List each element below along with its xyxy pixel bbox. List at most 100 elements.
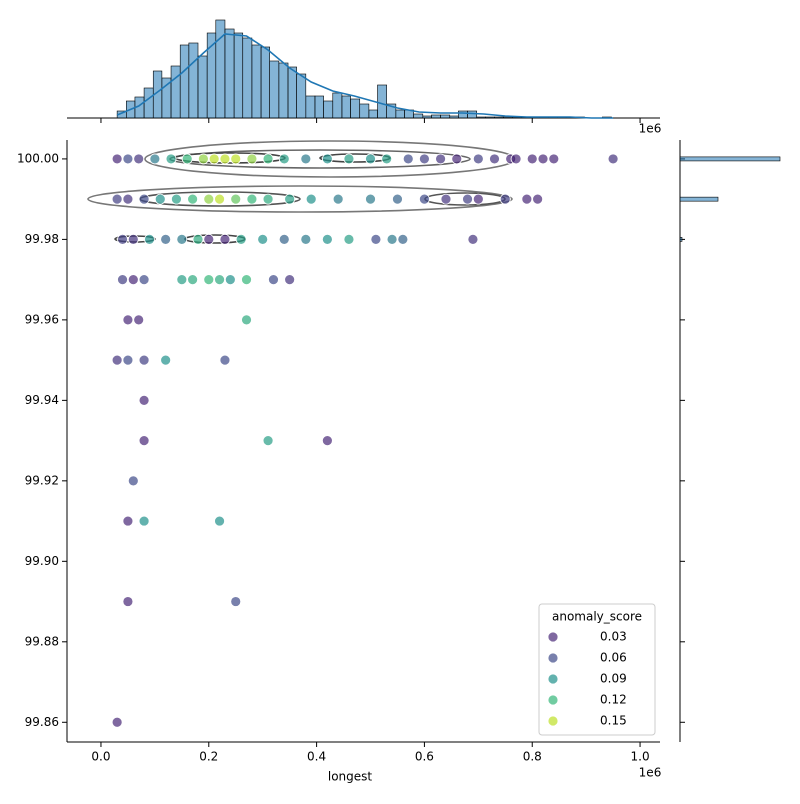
scatter-point (321, 153, 333, 165)
legend-marker (547, 631, 559, 643)
scatter-point (440, 193, 452, 205)
legend-label: 0.12 (600, 693, 627, 707)
scatter-point (402, 153, 414, 165)
top-hist-bar (314, 95, 324, 119)
top-hist-bar (251, 44, 262, 119)
scatter-point (510, 153, 522, 165)
y-tick-label: 99.96 (25, 312, 59, 326)
legend-marker (547, 673, 559, 685)
y-tick-label: 99.94 (25, 393, 59, 407)
scatter-point (219, 233, 231, 245)
scatter-point (214, 515, 225, 527)
top-hist-bar (287, 66, 297, 119)
top-hist-bar (143, 87, 154, 119)
top-hist-bar (224, 28, 235, 119)
top-hist-bar (422, 115, 432, 119)
scatter-point (365, 193, 376, 205)
top-hist-bar (170, 65, 181, 119)
y-tick-label: 99.88 (25, 634, 59, 648)
scatter-point (160, 233, 172, 245)
scatter-point (262, 193, 274, 205)
scatter-point (235, 233, 247, 245)
scatter-point (241, 274, 252, 286)
top-hist-bar (161, 77, 172, 119)
legend-label: 0.15 (600, 714, 627, 728)
scatter-point (284, 193, 296, 205)
legend-box (538, 603, 656, 736)
scatter-point (230, 153, 242, 165)
top-hist-bar (458, 110, 468, 119)
scatter-point (548, 153, 560, 165)
x-offset-label: 1e6 (639, 766, 662, 780)
top-offset-label: 1e6 (639, 122, 662, 136)
top-hist-bar (494, 116, 504, 119)
scatter-point (122, 354, 134, 366)
legend-label: 0.03 (600, 630, 627, 644)
x-tick-label: 0.4 (307, 750, 326, 764)
scatter-point (386, 233, 398, 245)
scatter-point (278, 153, 290, 165)
y-tick-label: 99.86 (25, 715, 59, 729)
legend-marker (547, 694, 559, 706)
scatter-point (305, 193, 317, 205)
top-hist-bar (503, 116, 513, 119)
scatter-point (111, 153, 123, 165)
scatter-point (262, 153, 274, 165)
scatter-point (127, 233, 139, 245)
scatter-point (160, 354, 172, 366)
scatter-point (138, 394, 150, 406)
scatter-point (246, 153, 258, 165)
top-hist-bar (269, 60, 280, 119)
scatter-point (138, 354, 150, 366)
scatter-point (381, 153, 393, 165)
scatter-point (117, 233, 128, 245)
scatter-point (499, 193, 511, 205)
scatter-point (122, 515, 134, 527)
x-tick-label: 0.0 (91, 750, 110, 764)
top-hist-bar (368, 109, 378, 119)
scatter-point (176, 274, 188, 286)
scatter-point (284, 274, 296, 286)
scatter-point (138, 193, 150, 205)
scatter-point (489, 153, 500, 165)
scatter-point (343, 233, 355, 245)
scatter-point (246, 193, 258, 205)
scatter-point (122, 153, 134, 165)
top-hist-bar (395, 109, 405, 119)
scatter-point (187, 193, 199, 205)
scatter-point (176, 233, 188, 245)
top-hist-bar (242, 37, 253, 119)
y-tick-label: 99.90 (25, 554, 59, 568)
top-hist-bar (233, 32, 244, 119)
scatter-point (321, 435, 333, 446)
top-hist-bar (449, 115, 459, 119)
scatter-point (214, 193, 225, 205)
scatter-point (138, 515, 150, 527)
scatter-point (419, 153, 430, 165)
right-hist-bar (679, 196, 719, 202)
scatter-point (208, 153, 220, 165)
legend-label: 0.06 (600, 651, 627, 665)
scatter-point (138, 435, 150, 446)
scatter-point (472, 153, 484, 165)
scatter-point (278, 233, 290, 245)
scatter-point (257, 233, 269, 245)
scatter-point (230, 193, 242, 205)
top-hist-bar (260, 46, 270, 119)
scatter-point (365, 153, 376, 165)
scatter-point (607, 153, 619, 165)
scatter-point (144, 233, 155, 245)
top-hist-bar (467, 110, 478, 119)
scatter-point (165, 153, 177, 165)
scatter-point (122, 596, 134, 607)
scatter-point (149, 153, 161, 165)
top-hist-bar (332, 92, 343, 119)
scatter-point (343, 153, 355, 165)
top-hist-bar (323, 100, 334, 119)
scatter-point (171, 193, 182, 205)
scatter-point (203, 193, 215, 205)
scatter-point (219, 153, 231, 165)
top-hist-bar (485, 116, 495, 119)
scatter-point (133, 314, 145, 326)
scatter-point (230, 596, 242, 607)
